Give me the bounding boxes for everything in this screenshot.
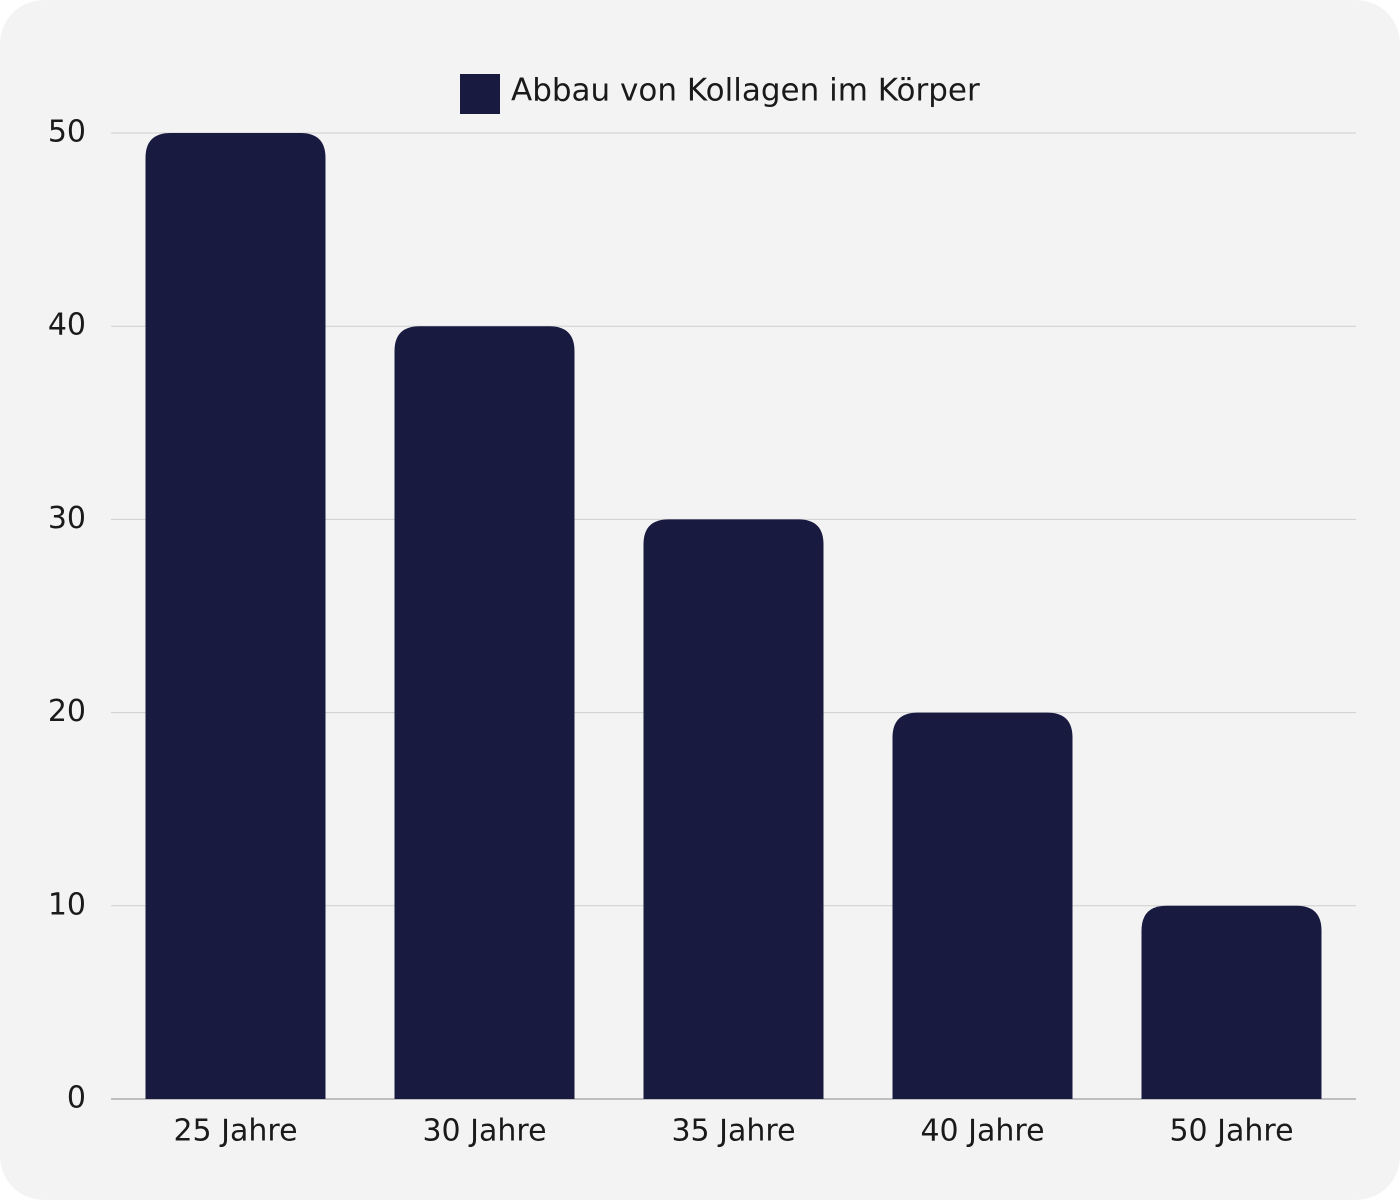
bar bbox=[643, 519, 824, 1099]
legend-swatch bbox=[460, 74, 500, 114]
x-tick-label: 35 Jahre bbox=[671, 1114, 795, 1149]
x-tick-label: 40 Jahre bbox=[920, 1114, 1044, 1149]
y-tick-label: 20 bbox=[48, 694, 86, 729]
y-tick-label: 50 bbox=[48, 115, 86, 150]
x-tick-label: 50 Jahre bbox=[1169, 1114, 1293, 1149]
bar bbox=[394, 326, 575, 1099]
y-tick-label: 40 bbox=[48, 308, 86, 343]
y-tick-label: 0 bbox=[67, 1081, 86, 1116]
bar bbox=[145, 133, 326, 1099]
x-tick-label: 30 Jahre bbox=[422, 1114, 546, 1149]
y-tick-label: 30 bbox=[48, 501, 86, 536]
y-tick-label: 10 bbox=[48, 887, 86, 922]
legend-label: Abbau von Kollagen im Körper bbox=[511, 73, 980, 109]
bar bbox=[1141, 905, 1322, 1099]
bar bbox=[892, 712, 1073, 1099]
x-tick-label: 25 Jahre bbox=[173, 1114, 297, 1149]
